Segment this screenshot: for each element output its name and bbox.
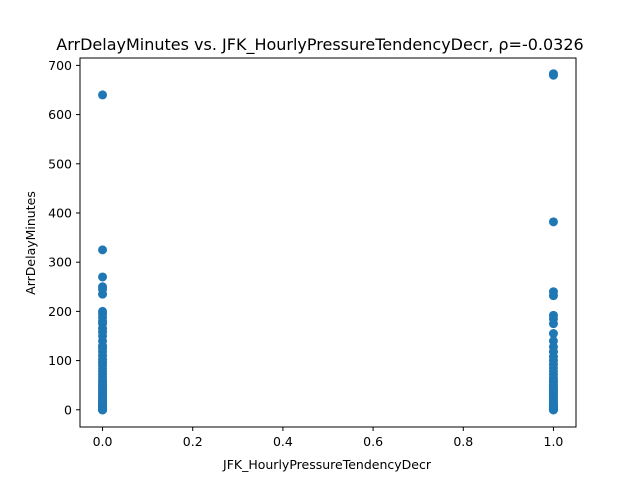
x-tick-label: 0.8	[453, 434, 473, 449]
y-axis-label: ArrDelayMinutes	[23, 191, 38, 295]
data-point	[548, 405, 558, 415]
x-axis: 0.0 0.2 0.4 0.6 0.8 1.0	[93, 427, 564, 449]
data-point	[548, 217, 558, 227]
data-point	[548, 319, 558, 329]
data-point	[98, 289, 108, 299]
y-tick-label: 0	[64, 402, 72, 417]
y-tick-label: 200	[48, 304, 72, 319]
x-tick-label: 0.6	[363, 434, 383, 449]
data-point	[98, 405, 108, 415]
x-tick-label: 0.0	[93, 434, 113, 449]
data-point	[98, 245, 108, 255]
y-axis: 0 100 200 300 400 500 600 700	[48, 58, 80, 417]
y-tick-label: 400	[48, 205, 72, 220]
y-tick-label: 500	[48, 156, 72, 171]
data-point	[548, 291, 558, 301]
x-tick-label: 0.4	[273, 434, 293, 449]
plot-frame	[79, 57, 577, 428]
data-point	[548, 329, 558, 339]
data-point	[98, 90, 108, 100]
x-tick-label: 0.2	[183, 434, 203, 449]
data-points	[98, 69, 558, 415]
x-axis-label: JFK_HourlyPressureTendencyDecr	[222, 457, 432, 472]
y-tick-label: 600	[48, 107, 72, 122]
x-tick-label: 1.0	[544, 434, 564, 449]
y-tick-label: 700	[48, 58, 72, 73]
data-point	[98, 272, 108, 282]
chart-title: ArrDelayMinutes vs. JFK_HourlyPressureTe…	[56, 35, 583, 55]
y-tick-label: 300	[48, 255, 72, 270]
data-point	[98, 395, 108, 405]
data-point	[548, 70, 558, 80]
y-tick-label: 100	[48, 353, 72, 368]
